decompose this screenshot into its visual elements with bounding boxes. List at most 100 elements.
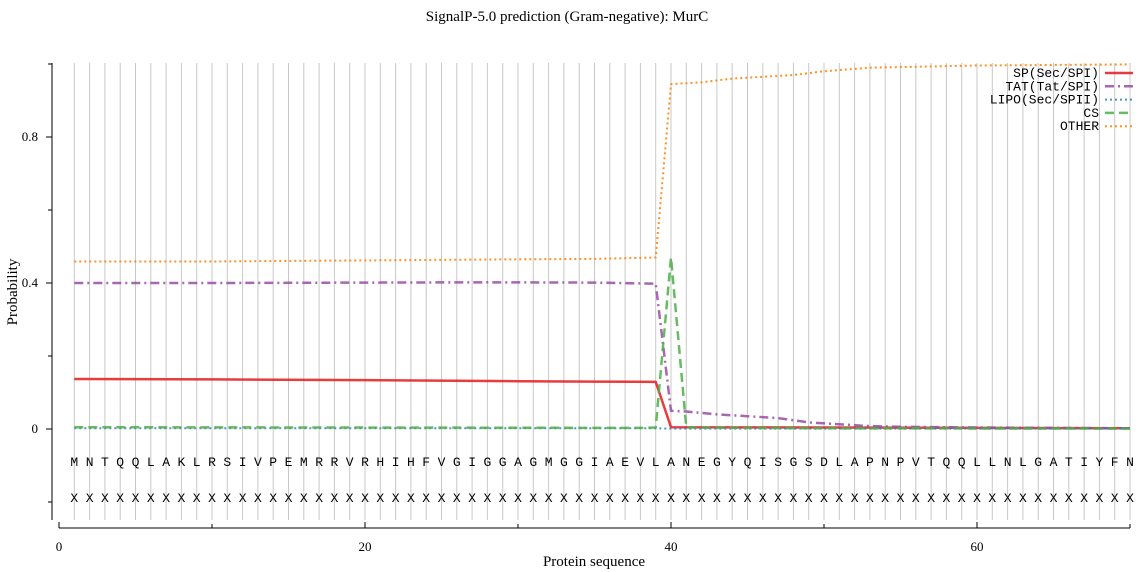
tick-marks: 0 20 40 60 0 0.4 0.8 — [22, 63, 1131, 554]
annotation-63: X — [1019, 491, 1027, 506]
series-line-tat-tat-spi — [74, 281, 1131, 430]
residue-58: Q — [942, 455, 950, 470]
annotation-68: X — [1095, 491, 1103, 506]
annotation-40: X — [667, 491, 675, 506]
residue-52: A — [851, 455, 859, 470]
annotation-60: X — [973, 491, 981, 506]
residue-62: N — [1004, 455, 1012, 470]
residue-47: S — [774, 455, 782, 470]
axes — [51, 63, 1130, 529]
annotation-22: X — [392, 491, 400, 506]
residue-grid — [73, 63, 1131, 520]
residue-8: K — [177, 455, 185, 470]
annotation-50: X — [820, 491, 828, 506]
residue-10: R — [208, 455, 216, 470]
residue-66: T — [1065, 455, 1073, 470]
annotation-29: X — [499, 491, 507, 506]
legend-label-cs: CS — [1083, 106, 1099, 121]
residue-34: G — [575, 455, 583, 470]
residue-48: G — [789, 455, 797, 470]
chart-title: SignalP-5.0 prediction (Gram-negative): … — [426, 9, 708, 25]
annotation-2: X — [86, 491, 94, 506]
annotation-44: X — [728, 491, 736, 506]
residue-53: P — [866, 455, 874, 470]
residue-35: I — [591, 455, 599, 470]
residue-67: I — [1080, 455, 1088, 470]
residue-20: R — [361, 455, 369, 470]
annotation-15: X — [285, 491, 293, 506]
residue-33: G — [560, 455, 568, 470]
annotation-23: X — [407, 491, 415, 506]
residue-26: G — [453, 455, 461, 470]
annotation-9: X — [193, 491, 201, 506]
annotation-53: X — [866, 491, 874, 506]
annotation-64: X — [1034, 491, 1042, 506]
residue-2: N — [86, 455, 94, 470]
residue-68: Y — [1095, 455, 1103, 470]
residue-11: S — [223, 455, 231, 470]
x-tick-label-60: 60 — [971, 539, 984, 554]
annotation-21: X — [376, 491, 384, 506]
residue-9: L — [193, 455, 201, 470]
annotation-67: X — [1080, 491, 1088, 506]
annotation-18: X — [330, 491, 338, 506]
annotation-24: X — [422, 491, 430, 506]
residue-60: L — [973, 455, 981, 470]
x-axis-label: Protein sequence — [543, 554, 645, 570]
residue-56: V — [912, 455, 920, 470]
annotation-27: X — [468, 491, 476, 506]
residue-4: Q — [116, 455, 124, 470]
annotation-51: X — [835, 491, 843, 506]
annotation-66: X — [1065, 491, 1073, 506]
residue-41: N — [682, 455, 690, 470]
annotation-5: X — [132, 491, 140, 506]
residue-50: D — [820, 455, 828, 470]
residue-61: L — [988, 455, 996, 470]
annotation-70: X — [1126, 491, 1134, 506]
legend-label-other: OTHER — [1060, 119, 1099, 134]
series-lines — [74, 63, 1131, 430]
residue-39: L — [652, 455, 660, 470]
annotation-42: X — [698, 491, 706, 506]
residue-14: P — [269, 455, 277, 470]
annotation-28: X — [483, 491, 491, 506]
legend-label-sp-sec-spi: SP(Sec/SPI) — [1013, 66, 1099, 81]
residue-37: E — [621, 455, 629, 470]
annotation-52: X — [851, 491, 859, 506]
annotation-36: X — [606, 491, 614, 506]
x-tick-label-20: 20 — [359, 539, 372, 554]
y-tick-label-0.4: 0.4 — [22, 275, 39, 290]
residue-45: Q — [744, 455, 752, 470]
y-axis-label: Probability — [5, 258, 21, 325]
annotation-61: X — [988, 491, 996, 506]
annotation-6: X — [147, 491, 155, 506]
residue-15: E — [285, 455, 293, 470]
annotation-25: X — [438, 491, 446, 506]
residue-70: N — [1126, 455, 1134, 470]
x-tick-label-40: 40 — [665, 539, 678, 554]
annotation-37: X — [621, 491, 629, 506]
annotation-1: X — [70, 491, 78, 506]
annotation-58: X — [942, 491, 950, 506]
residue-38: V — [636, 455, 644, 470]
annotation-30: X — [514, 491, 522, 506]
annotation-35: X — [591, 491, 599, 506]
legend: SP(Sec/SPI)TAT(Tat/SPI)LIPO(Sec/SPII)CSO… — [990, 66, 1133, 134]
residue-32: M — [545, 455, 553, 470]
residue-7: A — [162, 455, 170, 470]
annotation-11: X — [223, 491, 231, 506]
annotation-26: X — [453, 491, 461, 506]
residue-42: E — [698, 455, 706, 470]
annotation-17: X — [315, 491, 323, 506]
annotation-3: X — [101, 491, 109, 506]
annotation-31: X — [529, 491, 537, 506]
annotation-49: X — [805, 491, 813, 506]
residue-59: Q — [958, 455, 966, 470]
residue-17: R — [315, 455, 323, 470]
residue-28: G — [483, 455, 491, 470]
y-tick-label-0: 0 — [32, 421, 39, 436]
residue-12: I — [239, 455, 247, 470]
